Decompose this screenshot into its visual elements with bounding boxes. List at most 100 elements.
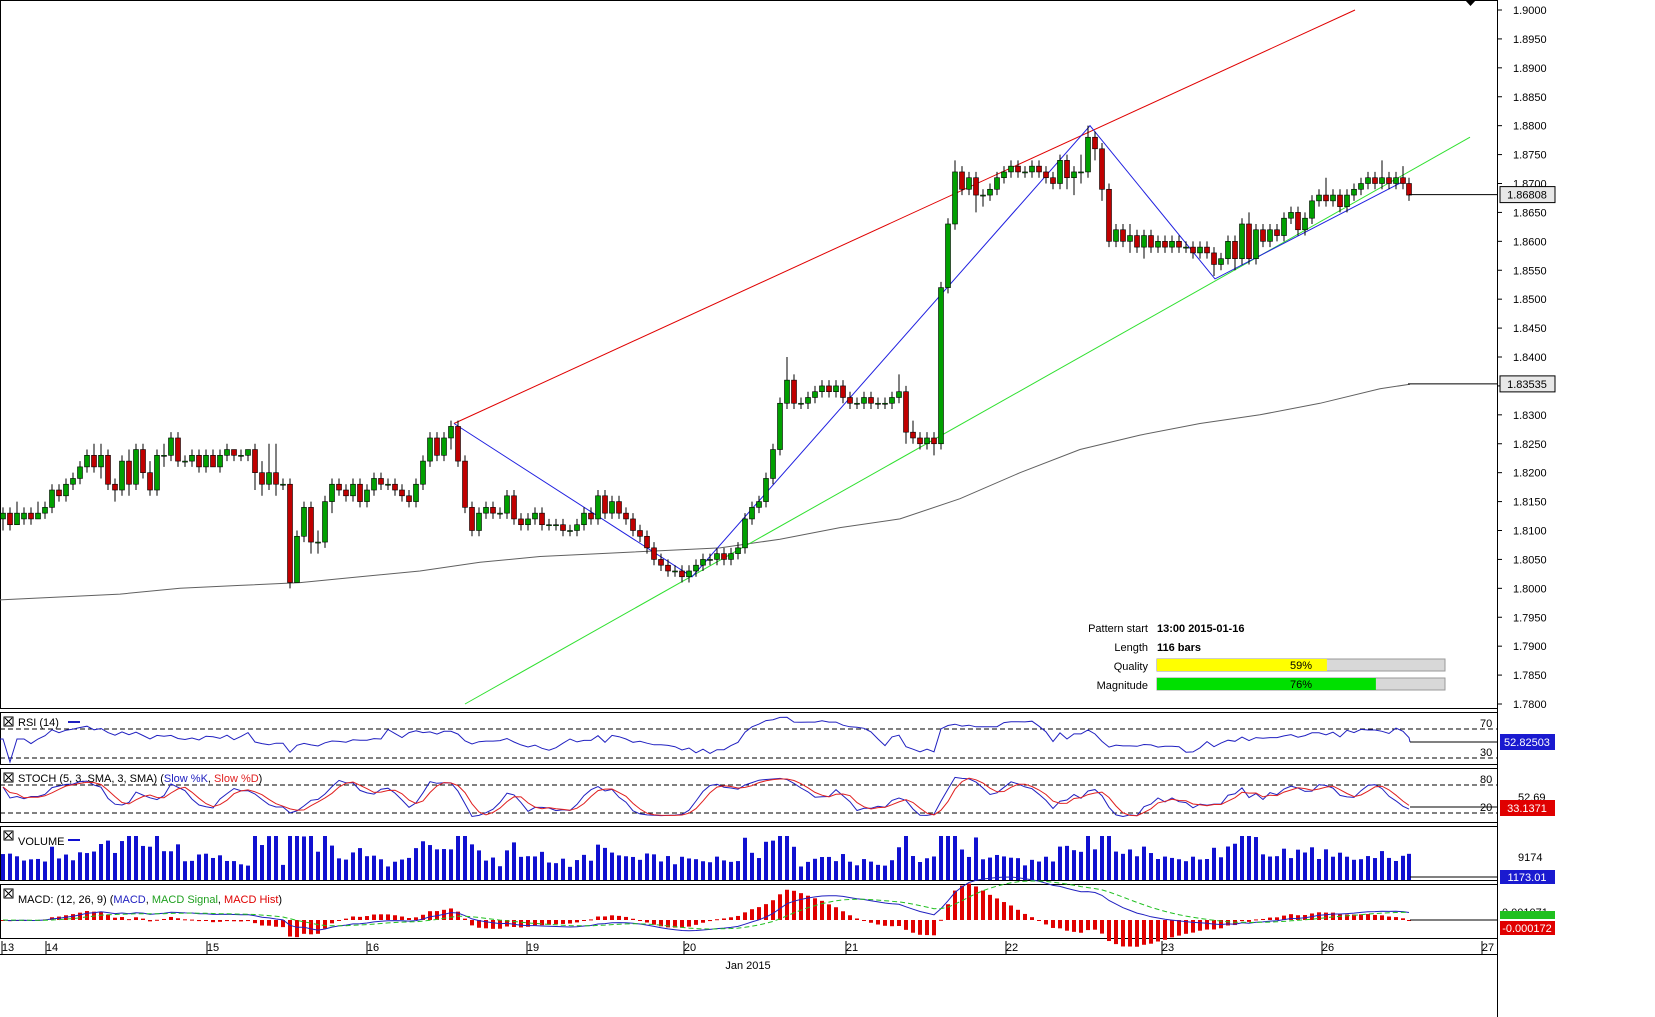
- candle-body: [1106, 188, 1112, 242]
- macd-hist-bar: [400, 916, 404, 920]
- volume-bar: [806, 861, 810, 880]
- volume-bar: [92, 851, 96, 880]
- candle-body: [476, 512, 482, 531]
- candle-body: [329, 483, 335, 502]
- candle-body: [721, 553, 727, 560]
- candle-body: [1183, 246, 1189, 249]
- volume-bar: [190, 860, 194, 880]
- volume-bar: [309, 836, 313, 880]
- volume-bar: [1030, 859, 1034, 880]
- volume-bar: [162, 851, 166, 880]
- volume-tick: 9174: [1518, 852, 1542, 864]
- macd-hist-bar: [1044, 920, 1048, 925]
- volume-bar: [379, 859, 383, 880]
- volume-bar: [176, 844, 180, 880]
- candle-body: [1358, 183, 1364, 190]
- volume-bar: [792, 846, 796, 880]
- candle-body: [469, 507, 475, 531]
- volume-bar: [764, 841, 768, 880]
- last-price-label: 1.86808: [1507, 190, 1547, 202]
- macd-hist-bar: [708, 920, 712, 922]
- volume-bar: [554, 863, 558, 880]
- time-tick-label: 23: [1162, 942, 1174, 954]
- candle-body: [147, 472, 153, 491]
- macd-hist-bar: [204, 920, 208, 922]
- volume-bar: [708, 862, 712, 880]
- macd-hist-bar: [890, 920, 894, 927]
- macd-hist-bar: [197, 920, 201, 922]
- volume-bar: [1163, 856, 1167, 880]
- macd-hist-bar: [1212, 920, 1216, 930]
- volume-bar: [470, 844, 474, 880]
- volume-bar: [1282, 848, 1286, 880]
- volume-bar: [281, 864, 285, 880]
- macd-hist-bar: [127, 919, 131, 921]
- candle-body: [784, 379, 790, 404]
- price-axis: 1.90001.89501.89001.88501.88001.87501.87…: [1497, 5, 1556, 711]
- candle-body: [525, 518, 531, 526]
- macd-hist-bar: [554, 920, 558, 925]
- volume-bar: [1247, 836, 1251, 880]
- main-panel-border: [0, 0, 1498, 709]
- volume-bar: [1331, 856, 1335, 880]
- candle-body: [105, 455, 111, 485]
- macd-hist-bar: [645, 920, 649, 923]
- candle-body: [749, 507, 755, 520]
- candle-body: [441, 437, 447, 456]
- volume-panel: VOLUME 9174 1173.01: [1, 830, 1555, 884]
- volume-bar: [890, 860, 894, 880]
- volume-bar: [50, 846, 54, 880]
- volume-bar: [365, 856, 369, 880]
- time-axis-label: Jan 2015: [725, 960, 770, 972]
- volume-bar: [568, 866, 572, 880]
- macd-hist-bar: [393, 915, 397, 920]
- macd-line: [2, 876, 1410, 932]
- volume-bar: [1044, 856, 1048, 880]
- candle-body: [350, 483, 356, 497]
- stoch-panel: STOCH (5, 3, SMA, 3, SMA) (Slow %K, Slow…: [0, 772, 1555, 818]
- candle-body: [672, 570, 678, 573]
- candle-body: [567, 530, 573, 532]
- candle-body: [1365, 177, 1371, 184]
- macd-hist-bar: [603, 916, 607, 920]
- candle-body: [1120, 229, 1126, 242]
- macd-hist-bar: [1352, 914, 1356, 920]
- macd-hist-bar: [309, 920, 313, 935]
- volume-bar: [71, 860, 75, 880]
- candle-body: [357, 483, 363, 502]
- volume-bar: [722, 860, 726, 880]
- rsi-level-70-label: 70: [1480, 718, 1492, 730]
- macd-hist-bar: [414, 917, 418, 920]
- candle-body: [259, 472, 265, 485]
- macd-hist-bar: [260, 920, 264, 926]
- candle-body: [644, 535, 650, 549]
- macd-title-prefix: MACD: (12, 26, 9) (: [18, 894, 114, 906]
- macd-title-sep1: ,: [146, 894, 152, 906]
- candle-body: [791, 379, 797, 404]
- macd-hist-bar: [1373, 914, 1377, 920]
- time-tick-label: 13: [2, 942, 14, 954]
- macd-hist-bar: [246, 920, 250, 922]
- candle-body: [1190, 246, 1196, 254]
- price-tick-label: 1.8200: [1513, 468, 1547, 480]
- time-tick-label: 16: [367, 942, 379, 954]
- candle-body: [371, 478, 377, 491]
- volume-bar: [603, 847, 607, 880]
- volume-bar: [232, 861, 236, 880]
- volume-bar: [834, 861, 838, 880]
- volume-bar: [1226, 846, 1230, 880]
- macd-hist-bar: [1240, 920, 1244, 922]
- stoch-close-x: [4, 773, 13, 782]
- volume-bar: [925, 858, 929, 880]
- scroll-marker-icon[interactable]: [1465, 0, 1476, 6]
- macd-title-sep2: ,: [218, 894, 224, 906]
- candle-body: [1386, 177, 1392, 184]
- candle-body: [938, 287, 944, 445]
- macd-hist-bar: [743, 912, 747, 920]
- macd-hist-bar: [190, 919, 194, 921]
- macd-hist-bar: [575, 920, 579, 923]
- macd-hist-bar: [1170, 920, 1174, 938]
- volume-bar: [1407, 853, 1411, 880]
- stoch-value: 33.1371: [1507, 803, 1547, 815]
- macd-value-box: [1500, 921, 1555, 935]
